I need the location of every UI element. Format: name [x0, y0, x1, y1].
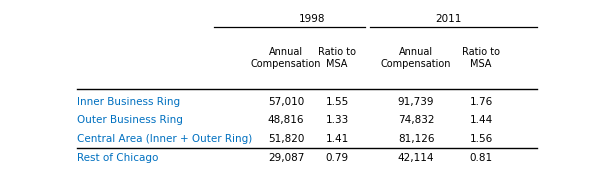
Text: 1998: 1998 — [298, 14, 325, 24]
Text: 42,114: 42,114 — [398, 153, 434, 163]
Text: 51,820: 51,820 — [268, 134, 304, 144]
Text: 48,816: 48,816 — [268, 115, 304, 125]
Text: Ratio to
MSA: Ratio to MSA — [318, 47, 356, 69]
Text: 29,087: 29,087 — [268, 153, 304, 163]
Text: 2011: 2011 — [435, 14, 462, 24]
Text: Central Area (Inner + Outer Ring): Central Area (Inner + Outer Ring) — [77, 134, 252, 144]
Text: 1.41: 1.41 — [325, 134, 349, 144]
Text: 74,832: 74,832 — [398, 115, 434, 125]
Text: Ratio to
MSA: Ratio to MSA — [462, 47, 500, 69]
Text: 1.76: 1.76 — [470, 97, 493, 107]
Text: 0.79: 0.79 — [326, 153, 349, 163]
Text: Outer Business Ring: Outer Business Ring — [77, 115, 183, 125]
Text: 91,739: 91,739 — [398, 97, 434, 107]
Text: 57,010: 57,010 — [268, 97, 304, 107]
Text: Annual
Compensation: Annual Compensation — [251, 47, 321, 69]
Text: 81,126: 81,126 — [398, 134, 434, 144]
Text: Inner Business Ring: Inner Business Ring — [77, 97, 180, 107]
Text: Annual
Compensation: Annual Compensation — [381, 47, 451, 69]
Text: 1.55: 1.55 — [325, 97, 349, 107]
Text: 1.33: 1.33 — [325, 115, 349, 125]
Text: 1.56: 1.56 — [470, 134, 493, 144]
Text: 1.44: 1.44 — [470, 115, 493, 125]
Text: Rest of Chicago: Rest of Chicago — [77, 153, 159, 163]
Text: 0.81: 0.81 — [470, 153, 492, 163]
